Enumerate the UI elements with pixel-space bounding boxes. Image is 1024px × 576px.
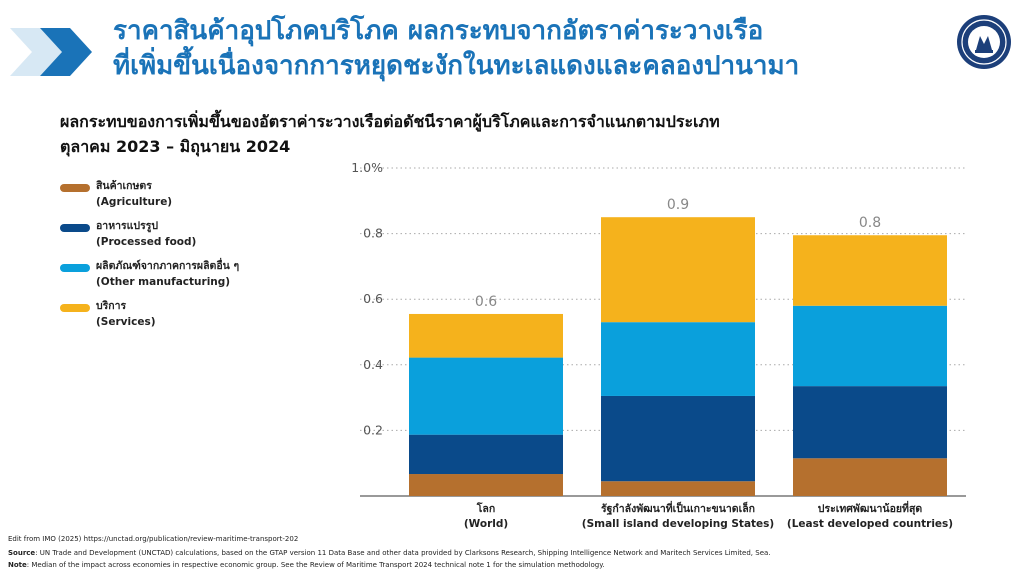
source-label: Source	[8, 549, 36, 557]
bar-segment-agriculture	[409, 474, 563, 496]
legend-swatch-agriculture	[60, 184, 90, 192]
legend-label-th: อาหารแปรรูป	[96, 220, 159, 232]
subtitle-line-2: ตุลาคม 2023 – มิถุนายน 2024	[60, 137, 291, 156]
chevron-arrows-icon	[10, 28, 92, 76]
legend-label-en: (Other manufacturing)	[96, 276, 231, 288]
bar-segment-agriculture	[793, 458, 947, 496]
legend-swatch-other-manufacturing	[60, 264, 90, 272]
page-title: ราคาสินค้าอุปโภคบริโภค ผลกระทบจากอัตราค่…	[113, 14, 799, 84]
bar-total-label: 0.6	[475, 294, 497, 310]
bar-segment-agriculture	[601, 481, 755, 496]
legend-label-en: (Processed food)	[96, 236, 197, 248]
y-tick-label: 1.0%	[351, 160, 383, 175]
legend-label-th: ผลิตภัณฑ์จากภาคการผลิตอื่น ๆ	[96, 260, 240, 272]
bar-segment-processed-food	[793, 386, 947, 459]
legend-swatch-services	[60, 304, 90, 312]
footer-edit-from: Edit from IMO (2025) https://unctad.org/…	[8, 535, 299, 543]
legend-label-en: (Agriculture)	[96, 196, 173, 208]
bar-segment-other-manufacturing	[793, 305, 947, 387]
legend-label-th: สินค้าเกษตร	[96, 180, 152, 192]
subtitle-line-1: ผลกระทบของการเพิ่มขึ้นของอัตราค่าระวางเร…	[60, 112, 720, 131]
source-text: : UN Trade and Development (UNCTAD) calc…	[35, 549, 771, 557]
note-text: : Median of the impact across economies …	[26, 561, 605, 569]
bar-segment-other-manufacturing	[601, 322, 755, 396]
note-label: Note	[8, 561, 27, 569]
legend-label-th: บริการ	[96, 300, 127, 312]
legend-label-en: (Services)	[96, 316, 156, 328]
y-tick-label: 0.4	[363, 357, 383, 372]
legend-swatch-processed-food	[60, 224, 90, 232]
bar-segment-services	[793, 235, 947, 306]
x-category-label-th: โลก	[476, 502, 495, 515]
x-category-label-en: (Small island developing States)	[582, 518, 774, 530]
y-tick-label: 0.6	[363, 291, 383, 306]
bar-segment-processed-food	[409, 434, 563, 475]
footer-note: Note: Median of the impact across econom…	[8, 561, 605, 569]
title-line-2: ที่เพิ่มขึ้นเนื่องจากการหยุดชะงักในทะเลแ…	[113, 51, 800, 81]
bar-total-label: 0.8	[859, 215, 881, 231]
bar-segment-processed-food	[601, 395, 755, 482]
title-line-1: ราคาสินค้าอุปโภคบริโภค ผลกระทบจากอัตราค่…	[113, 16, 764, 46]
chart-subtitle: ผลกระทบของการเพิ่มขึ้นของอัตราค่าระวางเร…	[60, 109, 720, 159]
emblem-seal-icon	[957, 15, 1011, 69]
bar-segment-services	[601, 217, 755, 323]
bar-segment-other-manufacturing	[409, 357, 563, 435]
footer-source: Source: UN Trade and Development (UNCTAD…	[8, 549, 771, 557]
bar-segment-services	[409, 313, 563, 358]
x-category-label-en: (World)	[464, 518, 508, 530]
y-tick-label: 0.8	[363, 226, 383, 241]
x-category-label-th: รัฐกำลังพัฒนาที่เป็นเกาะขนาดเล็ก	[601, 500, 755, 515]
bar-total-label: 0.9	[667, 197, 689, 213]
x-category-label-th: ประเทศพัฒนาน้อยที่สุด	[818, 500, 923, 516]
x-category-label-en: (Least developed countries)	[787, 518, 953, 530]
y-tick-label: 0.2	[363, 422, 383, 437]
